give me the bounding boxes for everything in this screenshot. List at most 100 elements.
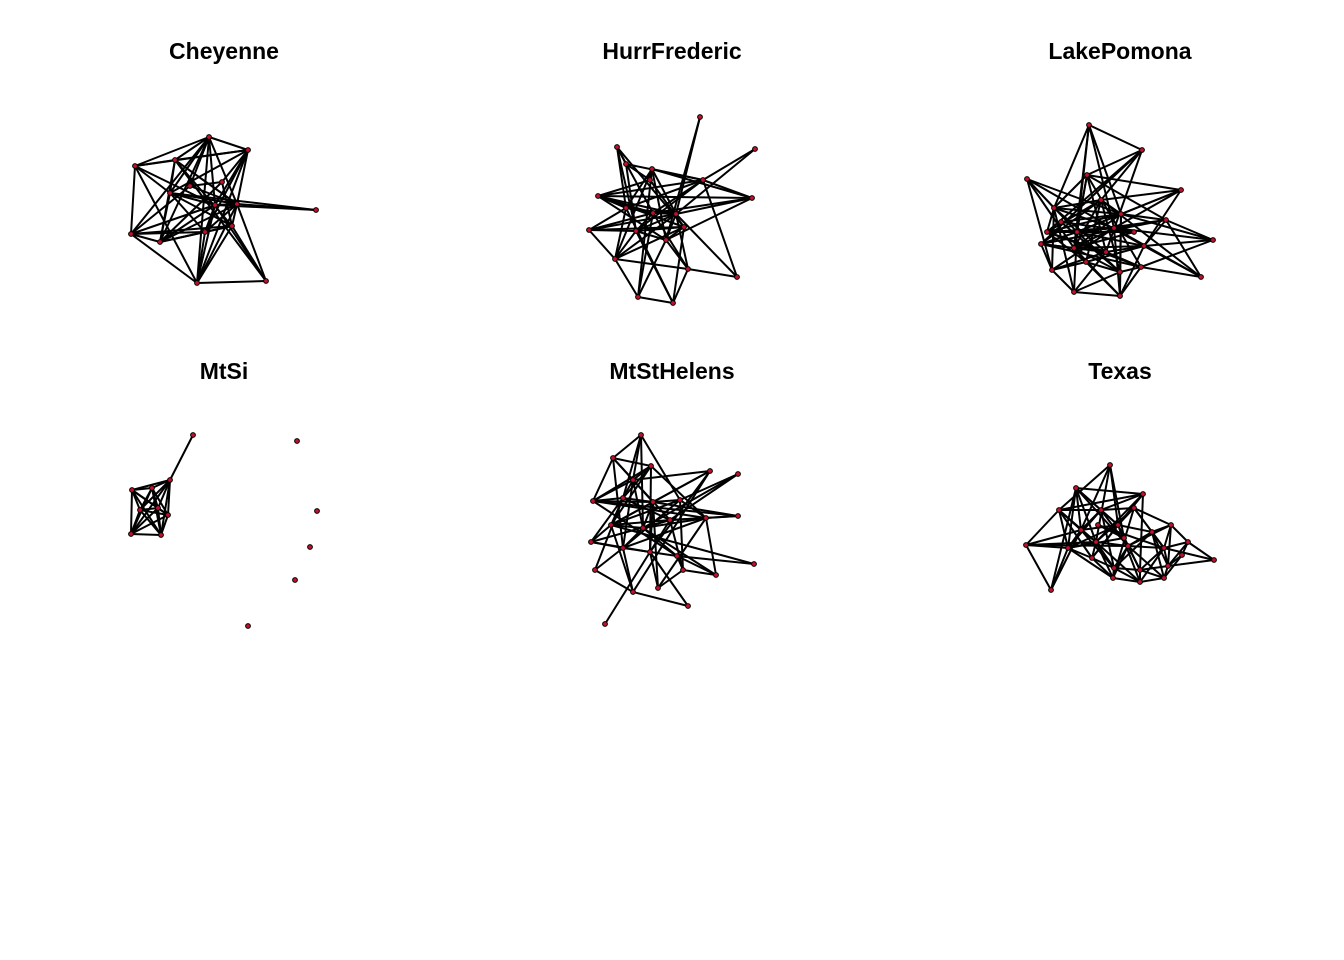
network-edge xyxy=(614,207,627,260)
network-edge xyxy=(672,226,685,304)
network-node xyxy=(635,294,641,300)
network-edge xyxy=(702,179,753,199)
network-edge xyxy=(614,230,637,260)
network-edge xyxy=(160,479,171,536)
network-node xyxy=(735,471,741,477)
network-edge xyxy=(231,225,267,282)
network-node xyxy=(647,177,653,183)
network-edge xyxy=(679,473,739,501)
network-edge xyxy=(1086,174,1182,191)
network-edge xyxy=(1112,577,1141,583)
network-edge xyxy=(1067,487,1077,549)
network-node xyxy=(167,190,173,196)
network-edge xyxy=(1058,464,1111,511)
network-edge xyxy=(1120,213,1214,241)
network-edge xyxy=(1113,567,1141,571)
network-edge xyxy=(236,149,249,205)
network-edge xyxy=(1053,207,1122,215)
network-node xyxy=(638,432,644,438)
network-edge xyxy=(622,479,634,499)
network-edge xyxy=(1119,266,1142,297)
network-node xyxy=(1071,289,1077,295)
network-node xyxy=(649,166,655,172)
panel-title: MtSi xyxy=(199,358,249,384)
network-node xyxy=(749,195,755,201)
network-edge xyxy=(649,551,678,557)
network-edge xyxy=(625,163,637,232)
network-edge xyxy=(705,517,717,576)
network-node xyxy=(1117,269,1123,275)
network-edge xyxy=(594,497,624,571)
network-edge xyxy=(1127,545,1165,549)
network-edge xyxy=(1046,207,1055,233)
network-node xyxy=(1149,529,1155,535)
network-node xyxy=(1117,293,1123,299)
network-edge xyxy=(1170,524,1189,543)
network-node xyxy=(1065,545,1071,551)
network-edge xyxy=(622,499,681,549)
panel-title: LakePomona xyxy=(1048,38,1192,64)
network-node xyxy=(751,561,757,567)
network-edge xyxy=(196,225,233,284)
network-edge xyxy=(625,179,704,209)
network-edge xyxy=(1073,291,1121,297)
network-node xyxy=(245,147,251,153)
network-edge xyxy=(676,555,755,565)
network-edge xyxy=(640,434,681,501)
network-edge xyxy=(131,487,153,491)
network-edge xyxy=(682,569,717,576)
network-edge xyxy=(169,192,206,233)
network-node xyxy=(670,300,676,306)
network-node xyxy=(1083,259,1089,265)
network-edge xyxy=(687,268,738,278)
network-node xyxy=(206,134,212,140)
network-node xyxy=(703,515,709,521)
network-node xyxy=(1056,507,1062,513)
network-edge xyxy=(632,591,689,607)
network-node xyxy=(680,567,686,573)
network-edge xyxy=(134,136,210,167)
network-edge xyxy=(1165,219,1214,241)
network-edge xyxy=(1073,231,1135,249)
network-edge xyxy=(610,519,671,526)
network-node xyxy=(187,183,193,189)
network-node xyxy=(1168,522,1174,528)
network-edge xyxy=(131,489,162,536)
network-edge xyxy=(130,136,210,235)
network-edge xyxy=(1112,545,1129,579)
network-node xyxy=(1137,579,1143,585)
network-edge xyxy=(1139,569,1165,579)
network-edge xyxy=(1051,269,1075,293)
network-edge xyxy=(1095,464,1111,543)
network-panel-hurrfrederic: HurrFrederic xyxy=(448,0,896,320)
network-node xyxy=(128,531,134,537)
network-edge xyxy=(657,569,684,589)
network-edge xyxy=(594,569,634,593)
network-edge xyxy=(1086,174,1107,253)
network-edge xyxy=(625,163,651,181)
network-edge xyxy=(622,497,654,503)
network-edge xyxy=(632,470,711,481)
network-edge xyxy=(590,524,612,543)
network-edge xyxy=(635,230,674,304)
network-edge xyxy=(1187,541,1215,561)
network-edge xyxy=(1100,493,1144,511)
network-edge xyxy=(1127,545,1165,579)
network-node xyxy=(1161,575,1167,581)
network-edge xyxy=(588,229,616,260)
network-edge xyxy=(1026,178,1053,271)
network-node xyxy=(650,210,656,216)
network-edge xyxy=(1163,547,1169,567)
network-panel-cheyenne: Cheyenne xyxy=(0,0,448,320)
network-edge xyxy=(1060,221,1135,233)
network-node xyxy=(620,545,626,551)
network-edge xyxy=(1050,547,1069,591)
network-edge xyxy=(622,547,651,553)
network-edge xyxy=(675,148,756,215)
network-edge xyxy=(1139,547,1165,583)
network-node xyxy=(137,507,143,513)
network-node xyxy=(610,455,616,461)
network-edge xyxy=(614,258,689,270)
network-node xyxy=(1103,249,1109,255)
network-edge xyxy=(597,195,677,215)
